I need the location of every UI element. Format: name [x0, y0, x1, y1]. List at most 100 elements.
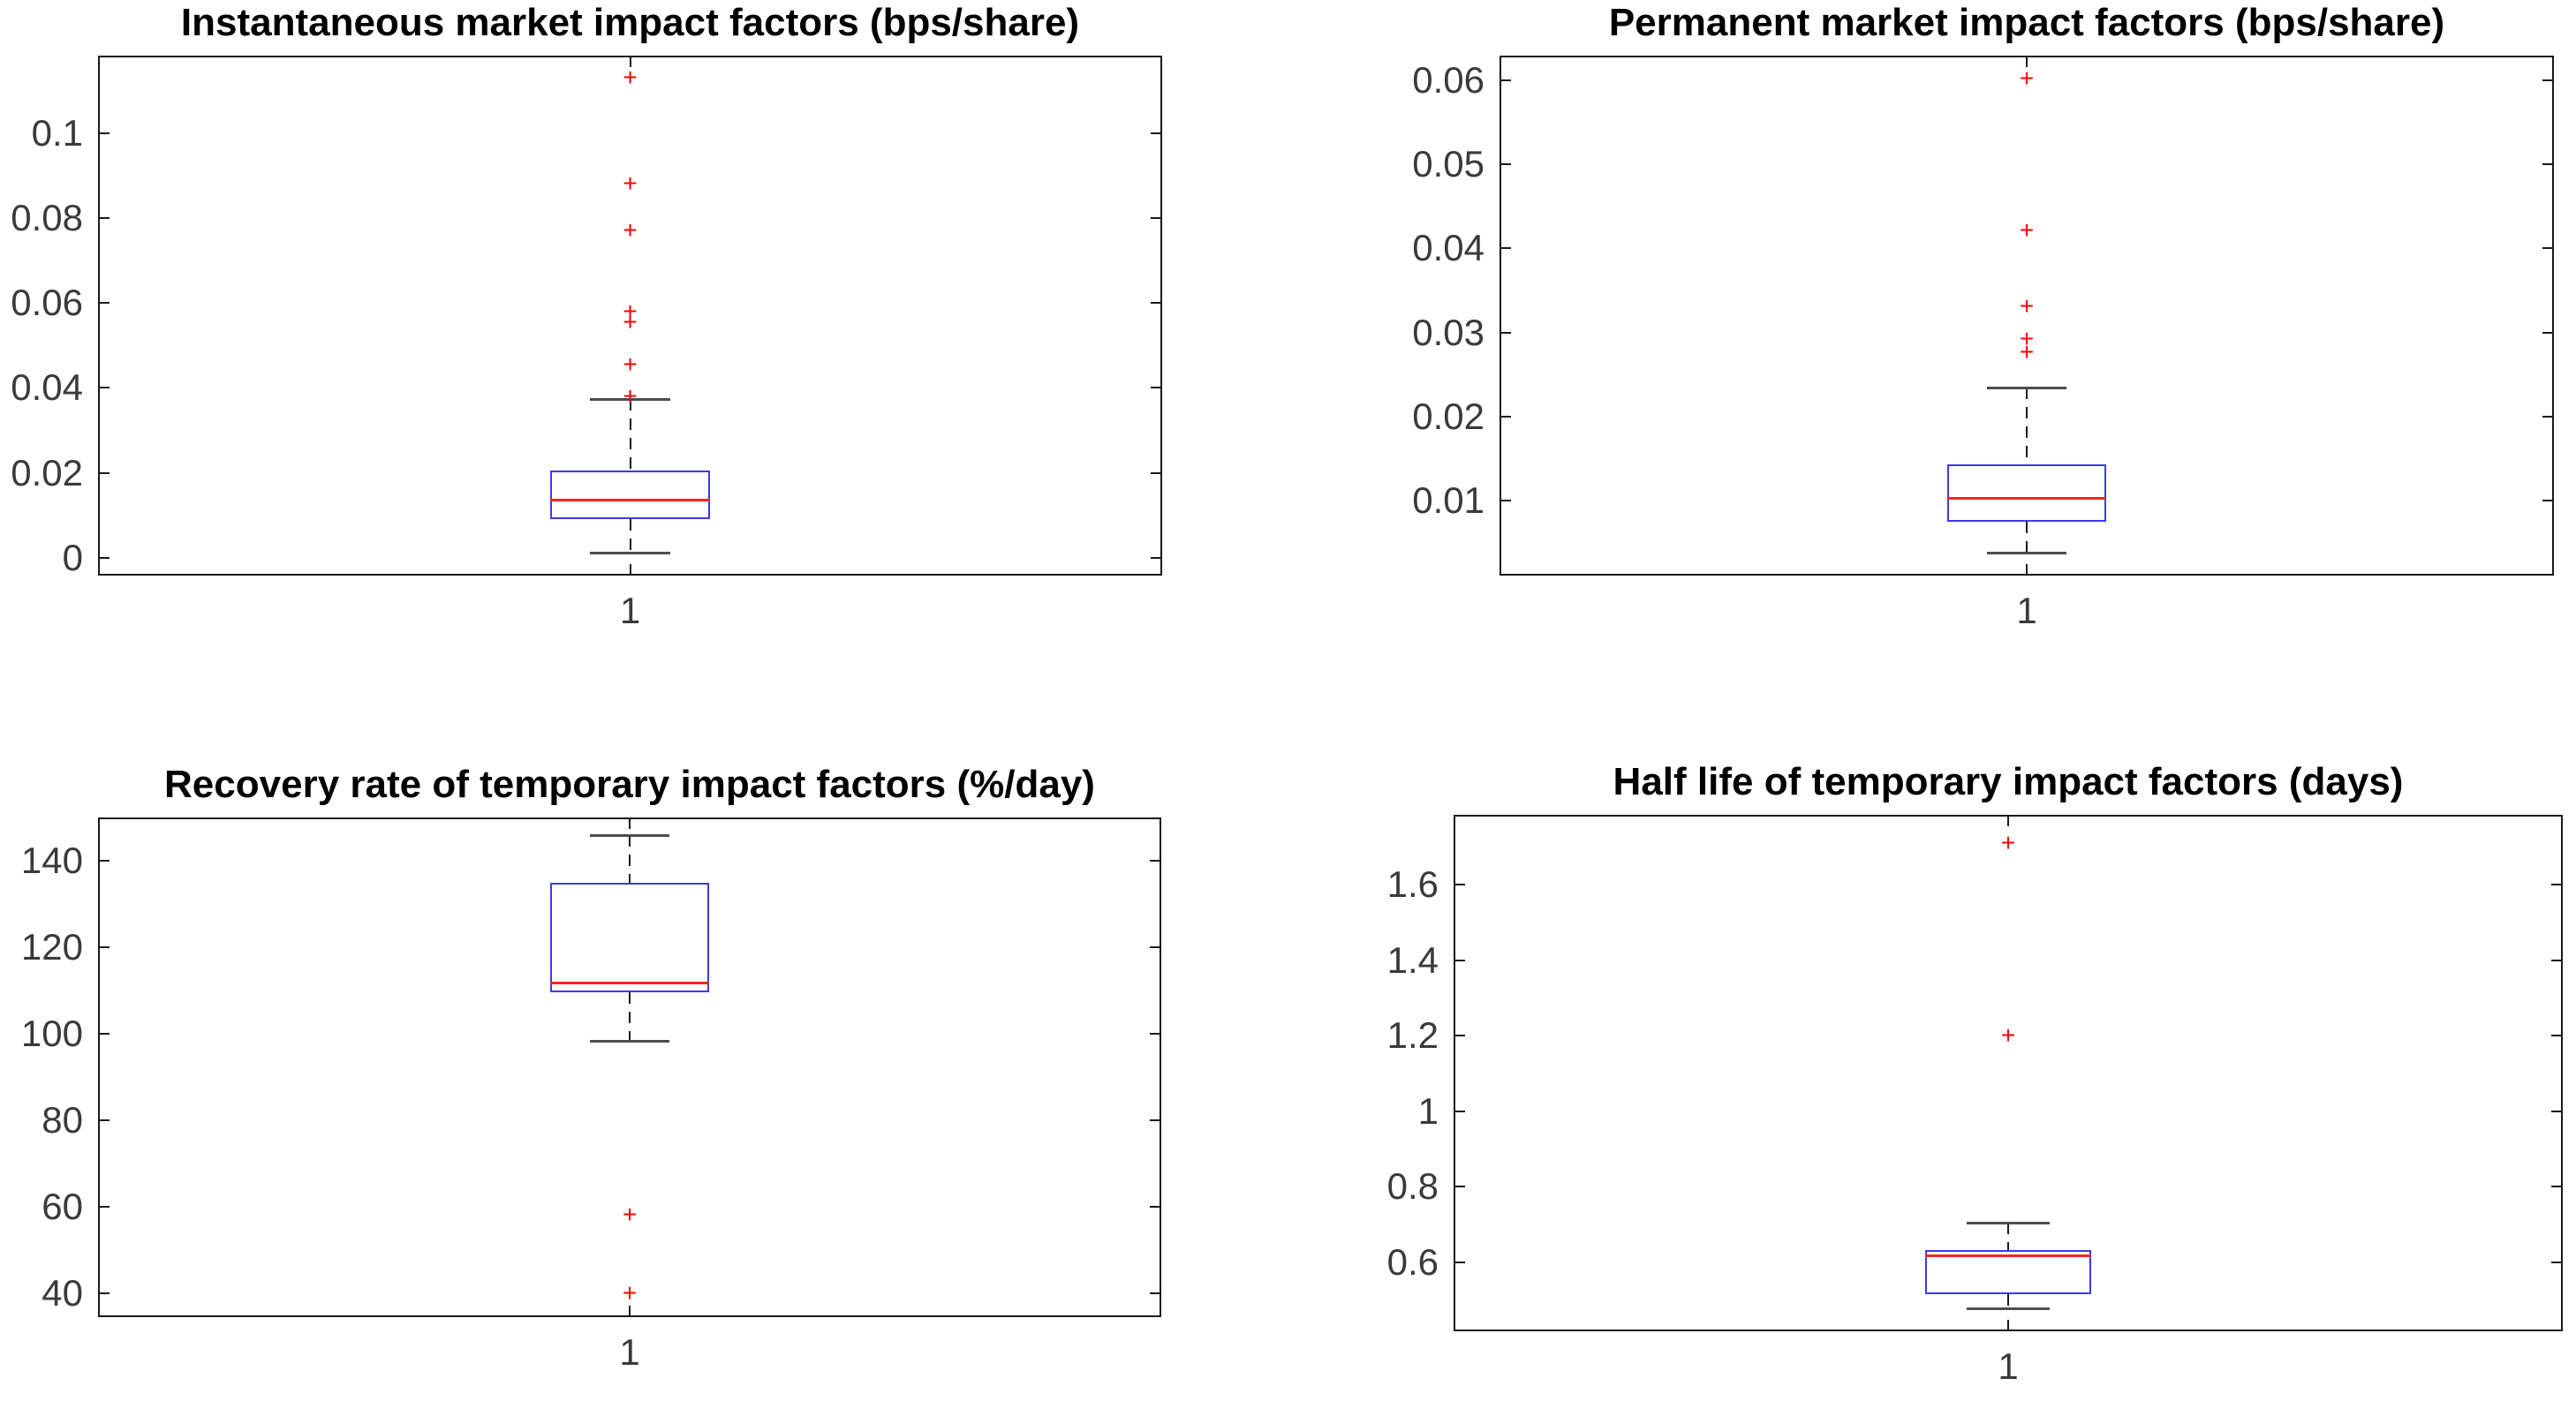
median-line [550, 499, 710, 502]
x-tick-label: 1 [2016, 590, 2037, 631]
x-tick-top [629, 817, 631, 829]
y-tick-left [98, 132, 110, 134]
upper-whisker [629, 398, 631, 471]
upper-whisker [629, 834, 631, 884]
median-line [1924, 1254, 2092, 1257]
y-tick-right [2551, 1261, 2563, 1263]
y-tick-right [2542, 162, 2554, 165]
upper-whisker-cap [590, 397, 670, 401]
upper-whisker-cap [1987, 387, 2066, 390]
y-tick-left [98, 556, 110, 559]
y-tick-right [1150, 1119, 1161, 1122]
outlier-marker: + [2019, 64, 2035, 92]
median-line [549, 982, 710, 985]
y-tick-label: 60 [42, 1186, 83, 1228]
y-tick-right [2542, 247, 2554, 250]
lower-whisker-cap [589, 1040, 670, 1043]
x-tick-top [2026, 56, 2028, 67]
y-tick-right [2542, 79, 2554, 81]
y-tick-label: 0.02 [11, 451, 83, 493]
y-tick-label: 1.4 [1386, 938, 1439, 981]
y-tick-left [98, 1032, 110, 1035]
y-tick-left [98, 302, 110, 305]
y-tick-label: 0.6 [1386, 1240, 1439, 1283]
iqr-box [549, 883, 710, 993]
outlier-marker: + [2019, 292, 2035, 320]
y-tick-left [98, 216, 110, 219]
panel-title-instantaneous: Instantaneous market impact factors (bps… [180, 1, 1080, 44]
y-tick-right [2551, 1035, 2563, 1037]
y-tick-right [1150, 1206, 1161, 1209]
y-tick-right [1150, 1032, 1161, 1035]
y-tick-label: 80 [42, 1099, 83, 1141]
y-tick-label: 0.01 [1412, 479, 1484, 522]
outlier-marker: + [2019, 325, 2035, 353]
y-tick-left [98, 1119, 110, 1122]
panel-title-recovery-rate: Recovery rate of temporary impact factor… [164, 763, 1095, 806]
y-tick-left [1500, 79, 1511, 81]
median-line [1947, 497, 2106, 501]
y-tick-right [1151, 216, 1162, 219]
outlier-marker: + [2000, 829, 2016, 857]
outlier-marker: + [622, 1201, 638, 1229]
y-tick-label: 0.02 [1412, 395, 1484, 437]
upper-whisker [2026, 388, 2028, 465]
y-tick-right [2551, 884, 2563, 886]
y-tick-right [2542, 331, 2554, 334]
y-tick-label: 1.2 [1386, 1014, 1439, 1057]
y-tick-label: 0.06 [1412, 58, 1484, 101]
y-tick-label: 1.6 [1386, 863, 1439, 906]
lower-whisker [629, 518, 631, 553]
lower-whisker [2007, 1294, 2009, 1309]
y-tick-label: 40 [42, 1272, 83, 1314]
iqr-box [1947, 464, 2106, 522]
y-tick-left [1454, 1110, 1465, 1112]
y-tick-right [2551, 959, 2563, 961]
outlier-marker: + [2000, 1021, 2016, 1050]
x-tick-label: 1 [619, 590, 641, 631]
y-tick-left [1500, 247, 1511, 250]
y-tick-left [1454, 1186, 1465, 1188]
y-tick-left [98, 1206, 110, 1209]
y-tick-left [1500, 415, 1511, 418]
y-tick-right [1150, 1292, 1161, 1295]
y-tick-left [1500, 162, 1511, 165]
y-tick-left [1454, 1261, 1465, 1263]
lower-whisker-cap [590, 551, 670, 554]
y-tick-left [1454, 1035, 1465, 1037]
y-tick-right [1151, 471, 1162, 474]
outlier-marker: + [623, 64, 638, 92]
y-tick-left [1500, 500, 1511, 502]
y-tick-label: 120 [20, 925, 83, 968]
lower-whisker-cap [1966, 1307, 2051, 1311]
panel-title-half-life: Half life of temporary impact factors (d… [1613, 760, 2404, 803]
y-tick-label: 0 [62, 536, 83, 578]
y-tick-label: 0.08 [11, 196, 83, 238]
y-tick-right [2551, 1186, 2563, 1188]
y-tick-label: 1 [1417, 1089, 1439, 1132]
x-tick-bottom [629, 564, 631, 576]
y-tick-left [98, 945, 110, 948]
outlier-marker: + [623, 169, 638, 198]
y-tick-left [1454, 884, 1465, 886]
y-tick-label: 0.06 [11, 282, 83, 324]
y-tick-right [1151, 387, 1162, 389]
y-tick-label: 0.03 [1412, 311, 1484, 353]
y-tick-label: 140 [20, 839, 83, 881]
outlier-marker: + [623, 350, 638, 378]
upper-whisker-cap [1966, 1222, 2051, 1225]
outlier-marker: + [623, 381, 638, 410]
y-tick-left [98, 387, 110, 389]
y-tick-right [1150, 859, 1161, 862]
y-tick-label: 0.05 [1412, 142, 1484, 185]
x-tick-bottom [2007, 1320, 2009, 1331]
outlier-marker: + [622, 1278, 638, 1307]
x-tick-top [2007, 815, 2009, 826]
lower-whisker [2026, 522, 2028, 554]
y-tick-right [2551, 1110, 2563, 1112]
y-tick-right [2542, 415, 2554, 418]
y-tick-left [98, 1292, 110, 1295]
iqr-box [1924, 1249, 2092, 1295]
outlier-marker: + [623, 216, 638, 245]
y-tick-right [2542, 500, 2554, 502]
